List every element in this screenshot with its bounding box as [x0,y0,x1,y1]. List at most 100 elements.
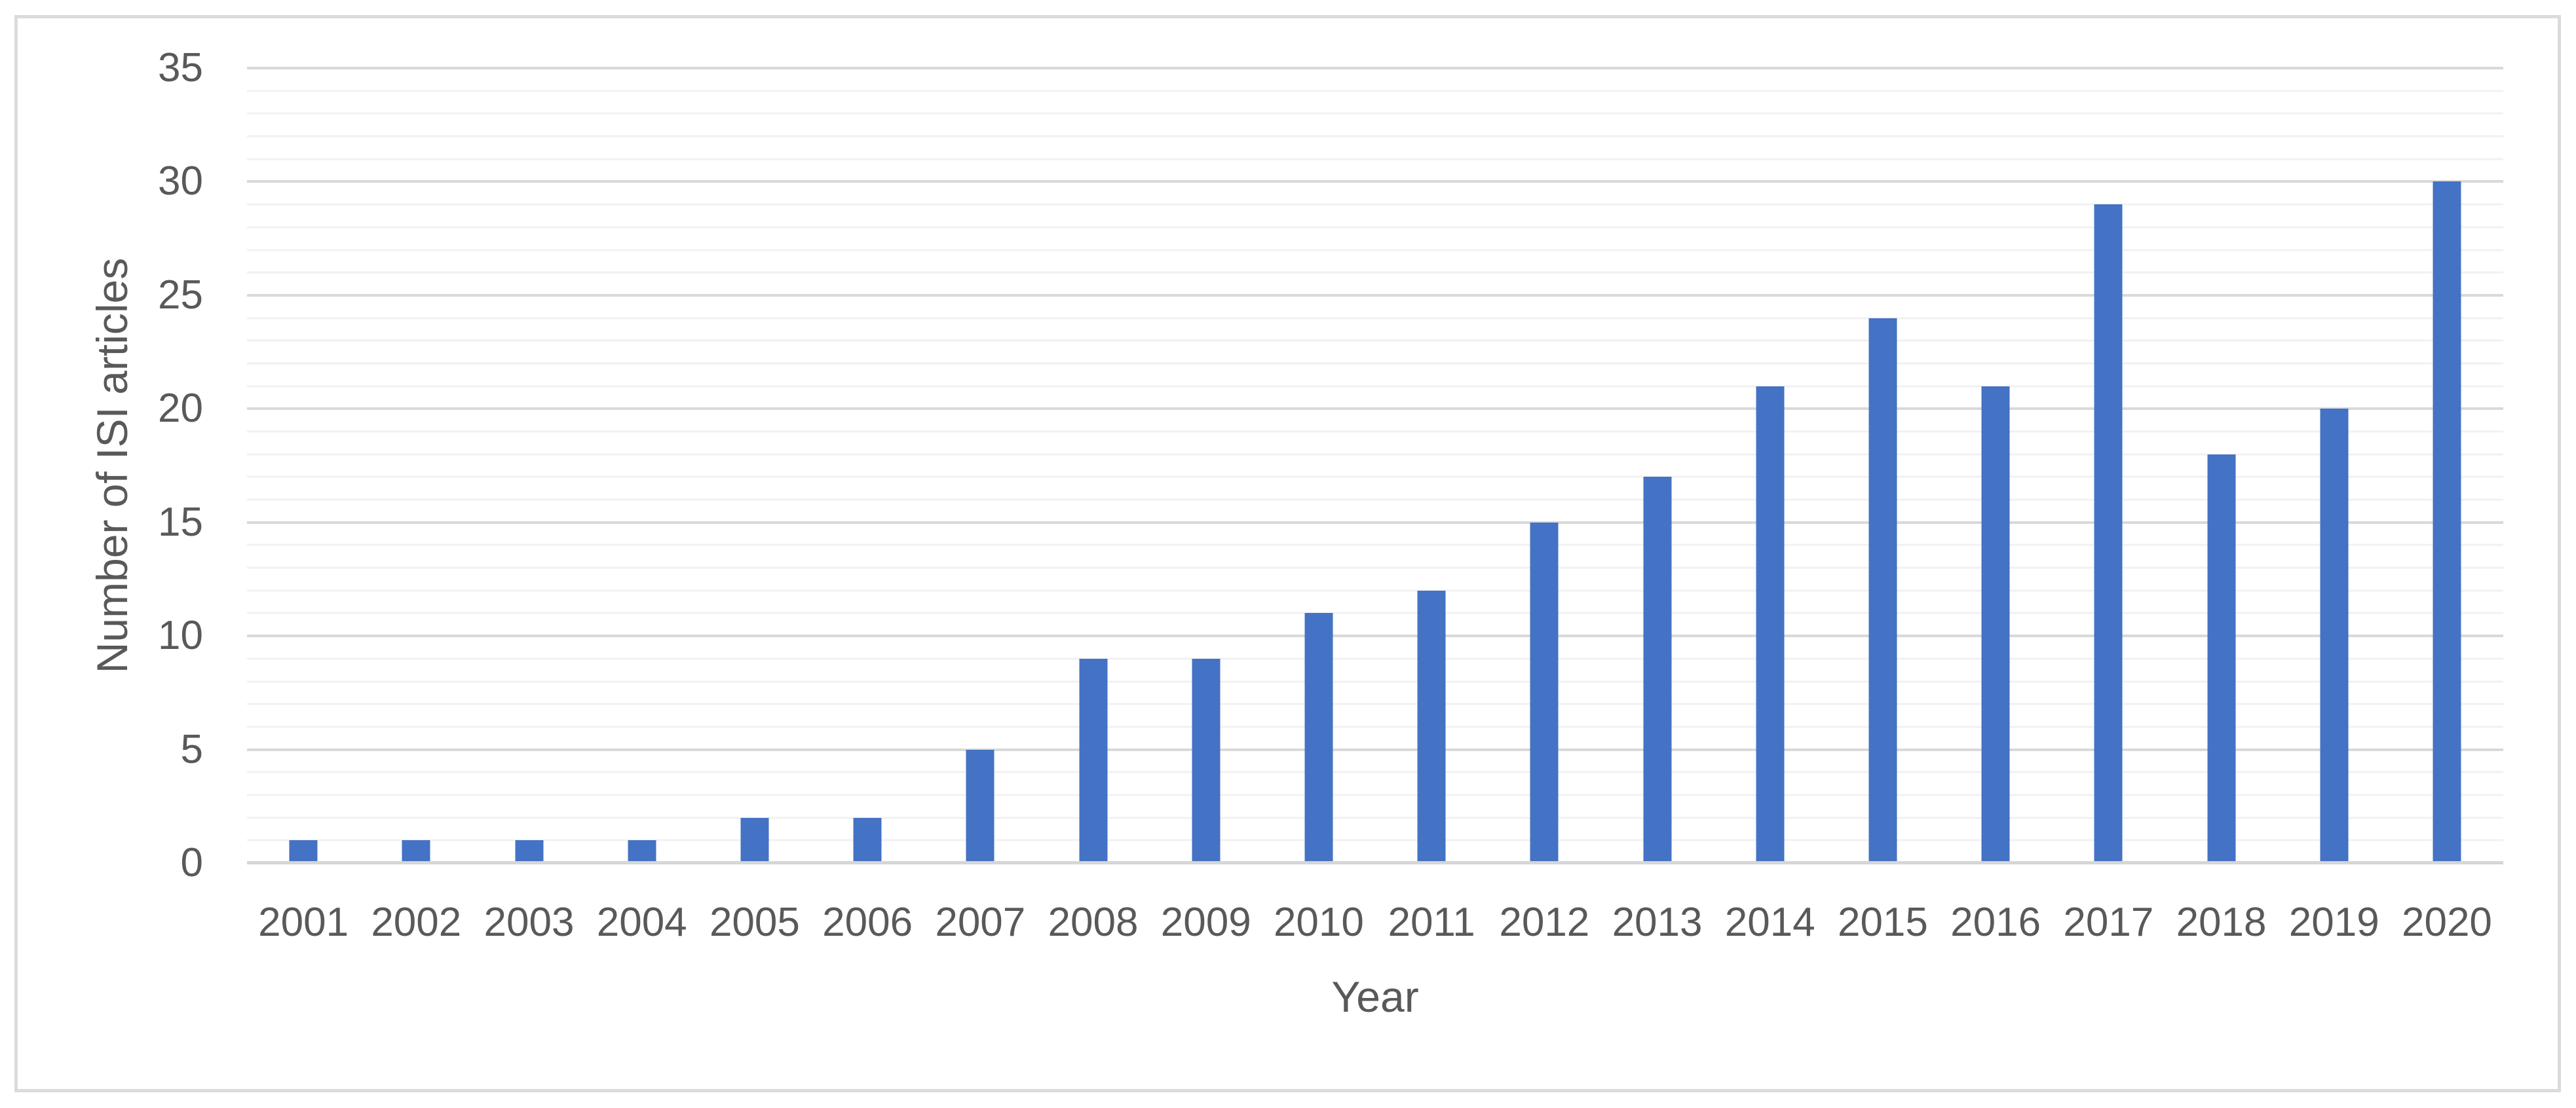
bar-slot [247,68,360,863]
x-axis-title: Year [1331,972,1419,1021]
x-axis-line [247,861,2503,864]
minor-gridline [247,680,2503,683]
minor-gridline [247,771,2503,773]
bar-2016 [1981,386,2010,863]
bar-2007 [966,749,994,863]
x-tick-label: 2019 [2288,900,2379,945]
bar-2015 [1868,318,1897,863]
minor-gridline [247,657,2503,660]
x-tick-label: 2005 [709,900,800,945]
y-tick-label: 15 [158,499,203,545]
major-gridline [247,635,2503,638]
minor-gridline [247,158,2503,160]
bar-slot [586,68,698,863]
minor-gridline [247,339,2503,342]
x-tick-label: 2002 [371,900,462,945]
bar-slot [2391,68,2503,863]
bar-2017 [2094,204,2123,863]
minor-gridline [247,703,2503,705]
x-tick-label: 2008 [1048,900,1139,945]
x-tick-label: 2011 [1388,900,1475,945]
minor-gridline [247,794,2503,796]
bar-slot [924,68,1036,863]
y-tick-label: 35 [158,45,203,90]
minor-gridline [247,453,2503,456]
bar-slot [698,68,811,863]
x-tick-label: 2020 [2401,900,2492,945]
minor-gridline [247,135,2503,138]
bar-2005 [740,817,769,863]
minor-gridline [247,839,2503,841]
minor-gridline [247,271,2503,274]
x-tick-label: 2012 [1499,900,1590,945]
minor-gridline [247,430,2503,433]
x-tick-label: 2015 [1837,900,1928,945]
bar-2002 [402,840,430,863]
bar-2001 [289,840,318,863]
bar-slot [1262,68,1375,863]
x-tick-label: 2003 [483,900,575,945]
major-gridline [247,407,2503,411]
x-tick-label: 2010 [1273,900,1364,945]
bar-slot [1375,68,1488,863]
x-tick-label: 2018 [2176,900,2267,945]
minor-gridline [247,726,2503,728]
bar-slot [1036,68,1149,863]
bar-2003 [515,840,543,863]
bar-2014 [1756,386,1785,863]
y-tick-label: 10 [158,613,203,659]
bar-slot [1150,68,1262,863]
y-tick-label: 20 [158,386,203,432]
major-gridline [247,67,2503,69]
minor-gridline [247,612,2503,614]
minor-gridline [247,203,2503,206]
bar-2018 [2207,454,2236,863]
minor-gridline [247,226,2503,229]
bar-2008 [1079,658,1108,863]
minor-gridline [247,566,2503,569]
x-tick-label: 2013 [1612,900,1703,945]
x-tick-label: 2007 [935,900,1026,945]
bar-slot [472,68,585,863]
major-gridline [247,293,2503,297]
y-axis-tick-labels: 0 5 10 15 20 25 30 35 [0,48,203,883]
bar-slot [2278,68,2391,863]
x-tick-label: 2006 [822,900,913,945]
bar-2009 [1192,658,1221,863]
x-tick-label: 2001 [258,900,349,945]
bar-slot [360,68,472,863]
major-gridline [247,180,2503,183]
bar-slot [1939,68,2052,863]
bar-slot [1488,68,1601,863]
bar-2013 [1643,477,1672,863]
x-tick-label: 2017 [2063,900,2154,945]
x-tick-label: 2009 [1160,900,1251,945]
y-tick-label: 30 [158,158,203,204]
minor-gridline [247,544,2503,546]
x-tick-label: 2016 [1950,900,2041,945]
bar-slot [1827,68,1939,863]
minor-gridline [247,362,2503,365]
bar-slot [2165,68,2277,863]
minor-gridline [247,249,2503,251]
minor-gridline [247,475,2503,478]
x-tick-label: 2014 [1724,900,1815,945]
bar-slot [2052,68,2165,863]
minor-gridline [247,817,2503,819]
bar-2004 [628,840,656,863]
bar-slot [1714,68,1827,863]
gridlines [247,67,2503,863]
x-axis-tick-labels: 2001 2002 2003 2004 2005 2006 2007 2008 2009 2010… [247,902,2503,943]
bar-slot [1601,68,1713,863]
minor-gridline [247,90,2503,92]
bar-2006 [853,817,882,863]
figure-border [14,15,2561,1092]
y-tick-label: 5 [180,726,203,772]
bars [247,68,2503,863]
minor-gridline [247,317,2503,320]
bar-2019 [2320,409,2349,863]
minor-gridline [247,589,2503,592]
x-tick-label: 2004 [596,900,687,945]
bar-2012 [1530,522,1559,863]
